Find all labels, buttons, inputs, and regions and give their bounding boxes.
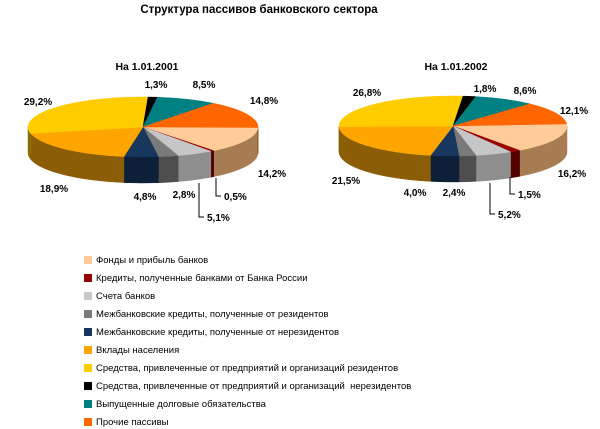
- legend-item: Выпущенные долговые обязательства: [84, 395, 411, 413]
- pie-slice-side: [458, 155, 477, 183]
- pie-slice-label: 21,5%: [332, 176, 360, 187]
- legend-swatch: [84, 346, 92, 354]
- pie-chart-2: На 1.01.2002 16,2% 1,5% 5,2% 2,4% 4,0% 21,5% 26…: [332, 61, 588, 221]
- chart-title: Структура пассивов банковского сектора: [140, 4, 378, 16]
- pie-slice-side: [475, 151, 511, 182]
- pie-slice-label: 12,1%: [560, 106, 588, 117]
- legend-item: Средства, привлеченные от предприятий и …: [84, 359, 411, 377]
- pie-slice-label: 18,9%: [40, 184, 68, 195]
- legend-swatch: [84, 292, 92, 300]
- pie-slice: [27, 96, 149, 134]
- pie-slice-label: 0,5%: [224, 192, 247, 203]
- pie-slice-label: 5,1%: [207, 213, 230, 224]
- legend-swatch: [84, 364, 92, 372]
- pie-slice-side: [430, 155, 460, 183]
- legend-label: Фонды и прибыль банков: [96, 254, 209, 266]
- label-leader-line: [215, 178, 221, 197]
- legend-item: Межбанковские кредиты, полученные от нер…: [84, 323, 411, 341]
- pie-title: На 1.01.2002: [424, 61, 487, 73]
- label-leader-line: [198, 183, 204, 218]
- pie-slice: [452, 103, 568, 127]
- pie-slice-label: 8,5%: [193, 80, 216, 91]
- pie-slice-label: 1,5%: [518, 190, 541, 201]
- pie-slice-label: 2,8%: [173, 190, 196, 201]
- pie-slice-label: 1,3%: [145, 80, 168, 91]
- pie-slice: [338, 95, 464, 127]
- pie-slice-label: 2,4%: [443, 188, 466, 199]
- legend-label: Средства, привлеченные от предприятий и …: [96, 380, 412, 392]
- pie-slice-label: 14,8%: [250, 96, 278, 107]
- legend-swatch: [84, 310, 92, 318]
- legend-label: Прочие пассивы: [96, 416, 169, 428]
- legend-label: Счета банков: [96, 290, 156, 302]
- legend-label: Кредиты, полученные банками от Банка Рос…: [96, 272, 308, 284]
- pie-slice-label: 16,2%: [558, 169, 586, 180]
- pie-slice-side: [210, 150, 214, 178]
- label-leader-line: [489, 183, 495, 215]
- legend-swatch: [84, 256, 92, 264]
- legend-swatch: [84, 400, 92, 408]
- pie-charts-canvas: На 1.01.2001 14,2% 0,5% 5,1% 2,8% 4,8% 18,9% 29…: [24, 61, 588, 224]
- legend-swatch: [84, 274, 92, 282]
- legend-item: Средства, привлеченные от предприятий и …: [84, 377, 411, 395]
- legend-label: Выпущенные долговые обязательства: [96, 398, 266, 410]
- legend-item: Прочие пассивы: [84, 413, 411, 429]
- legend-item: Вклады населения: [84, 341, 411, 359]
- pie-slice: [452, 123, 568, 151]
- pie-slice-label: 1,8%: [474, 84, 497, 95]
- legend-swatch: [84, 418, 92, 426]
- pie-slice-label: 26,8%: [353, 88, 381, 99]
- pie-slice: [338, 125, 454, 156]
- legend-swatch: [84, 328, 92, 336]
- pie-slice-label: 14,2%: [258, 169, 286, 180]
- pie-slice-label: 5,2%: [498, 210, 521, 221]
- legend-swatch: [84, 382, 92, 390]
- pie-slice: [142, 126, 259, 151]
- legend-item: Межбанковские кредиты, полученные от рез…: [84, 305, 411, 323]
- legend-label: Вклады населения: [96, 344, 180, 356]
- pie-slice: [30, 126, 144, 157]
- pie-title: На 1.01.2001: [115, 61, 178, 73]
- pie-slice-side: [123, 156, 159, 184]
- legend-item: Фонды и прибыль банков: [84, 251, 411, 269]
- pie-slice-label: 4,0%: [404, 188, 427, 199]
- legend-item: Кредиты, полученные банками от Банка Рос…: [84, 269, 411, 287]
- pie-slice-side: [177, 150, 212, 182]
- legend: Фонды и прибыль банков Кредиты, полученны…: [84, 251, 411, 429]
- legend-label: Межбанковские кредиты, полученные от рез…: [96, 308, 329, 320]
- pie-slice-label: 8,6%: [514, 86, 537, 97]
- pie-slice-side: [158, 155, 179, 183]
- legend-item: Счета банков: [84, 287, 411, 305]
- legend-label: Межбанковские кредиты, полученные от нер…: [96, 326, 340, 338]
- label-leader-line: [509, 177, 515, 195]
- pie-slice: [142, 103, 259, 128]
- pie-slice-side: [510, 150, 520, 179]
- legend-label: Средства, привлеченные от предприятий и …: [96, 362, 399, 374]
- pie-slice-label: 4,8%: [134, 192, 157, 203]
- pie-chart-1: На 1.01.2001 14,2% 0,5% 5,1% 2,8% 4,8% 18,9% 29…: [24, 61, 286, 224]
- pie-slice-label: 29,2%: [24, 97, 52, 108]
